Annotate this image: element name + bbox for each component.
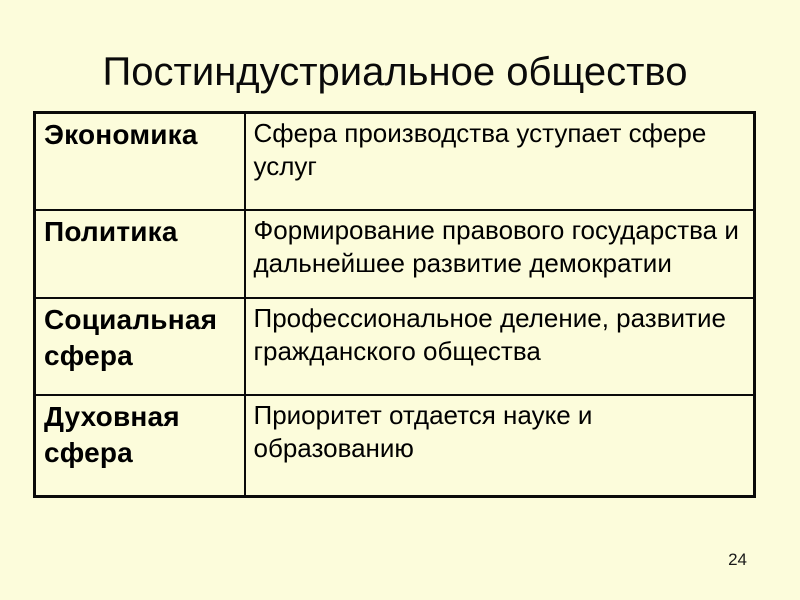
row-description: Профессиональное деление, развитие гражд…: [243, 296, 756, 396]
row-label: Политика: [33, 208, 246, 299]
slide-title: Постиндустриальное общество: [102, 50, 688, 94]
table-row-politics: Политика Формирование правового государс…: [33, 208, 756, 299]
row-description: Приоритет отдается науке и образованию: [243, 393, 756, 498]
page-number: 24: [728, 550, 747, 569]
row-label: Духовная сфера: [33, 393, 246, 498]
row-description: Формирование правового государства и дал…: [243, 208, 756, 299]
table-row-social: Социальная сфера Профессиональное делени…: [33, 296, 756, 396]
row-label: Социальная сфера: [33, 296, 246, 396]
table-row-spiritual: Духовная сфера Приоритет отдается науке …: [33, 393, 756, 498]
spheres-table: Экономика Сфера производства уступает сф…: [33, 111, 756, 498]
table-row-economy: Экономика Сфера производства уступает сф…: [33, 111, 756, 211]
row-description: Сфера производства уступает сфере услуг: [243, 111, 756, 211]
row-label: Экономика: [33, 111, 246, 211]
